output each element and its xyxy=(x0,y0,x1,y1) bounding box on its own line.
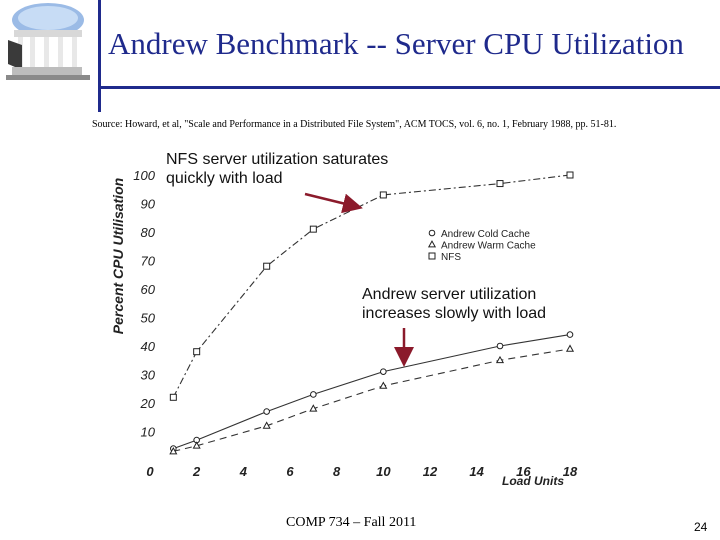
data-point-triangle xyxy=(309,404,318,412)
x-tick-label: 4 xyxy=(239,464,248,479)
x-tick-label: 8 xyxy=(333,464,341,479)
series-andrew-cold-cache xyxy=(170,331,574,452)
series-line xyxy=(173,334,571,450)
slide-title: Andrew Benchmark -- Server CPU Utilizati… xyxy=(108,26,684,61)
data-point-circle xyxy=(428,229,436,237)
data-point-triangle xyxy=(565,344,575,352)
page-number: 24 xyxy=(694,520,708,534)
data-point-triangle xyxy=(379,381,388,389)
x-tick-label: 2 xyxy=(192,464,201,479)
slide-footer: COMP 734 – Fall 2011 xyxy=(286,515,417,530)
title-rule-vertical xyxy=(98,0,101,112)
data-point-triangle xyxy=(169,447,178,455)
x-axis-label: Load Units xyxy=(502,474,564,488)
y-tick-label: 20 xyxy=(140,396,156,411)
series-andrew-warm-cache xyxy=(169,344,575,455)
y-axis-label: Percent CPU Utilisation xyxy=(110,178,126,334)
y-tick-label: 40 xyxy=(141,339,156,354)
data-point-square xyxy=(169,393,177,401)
x-tick-label: 14 xyxy=(469,464,484,479)
x-tick-label: 18 xyxy=(563,464,578,479)
y-tick-label: 30 xyxy=(141,368,156,383)
data-point-circle xyxy=(380,368,387,375)
x-tick-label: 16 xyxy=(516,464,531,479)
y-tick-label: 10 xyxy=(141,425,156,440)
data-point-circle xyxy=(310,391,317,398)
y-tick-label: 80 xyxy=(141,225,156,240)
legend-label: NFS xyxy=(441,252,461,263)
x-tick-label: 12 xyxy=(423,464,438,479)
arrow-nfs xyxy=(304,192,363,214)
data-point-square xyxy=(428,252,436,260)
source-citation: Source: Howard, et al, "Scale and Perfor… xyxy=(92,119,617,130)
data-point-circle xyxy=(263,408,270,415)
data-point-triangle xyxy=(192,441,201,449)
x-tick-label: 0 xyxy=(146,464,154,479)
x-tick-label: 10 xyxy=(376,464,391,479)
y-tick-label: 100 xyxy=(133,168,155,183)
annotation-arrows xyxy=(304,192,414,367)
data-point-square xyxy=(263,262,271,270)
annotation-andrew: Andrew server utilization increases slow… xyxy=(362,286,547,322)
annotation-nfs: NFS server utilization saturates quickly… xyxy=(166,151,389,187)
data-point-square xyxy=(379,191,387,199)
data-point-circle xyxy=(566,331,574,338)
chart-axes: 10 20 30 40 50 60 70 80 90 100 0 2 4 6 8 10 12 14 16 18Load… xyxy=(110,168,578,488)
series-line xyxy=(173,348,571,452)
data-point-triangle xyxy=(427,240,437,248)
data-point-triangle xyxy=(495,355,505,364)
data-point-triangle xyxy=(262,421,271,429)
data-point-circle xyxy=(496,342,504,350)
series-nfs xyxy=(169,171,574,401)
y-tick-label: 50 xyxy=(141,311,156,326)
title-rule-horizontal xyxy=(98,86,720,89)
legend-label: Andrew Cold Cache xyxy=(441,229,530,240)
y-tick-label: 70 xyxy=(141,254,156,269)
data-point-square xyxy=(496,180,504,188)
data-point-square xyxy=(566,171,574,179)
x-tick-label: 6 xyxy=(286,464,294,479)
old-well-logo xyxy=(0,0,98,86)
chart-series xyxy=(169,171,575,455)
y-tick-label: 60 xyxy=(141,282,156,297)
data-point-square xyxy=(193,348,201,356)
legend-label: Andrew Warm Cache xyxy=(441,241,536,252)
data-point-square xyxy=(309,225,317,233)
y-tick-label: 90 xyxy=(141,197,156,212)
